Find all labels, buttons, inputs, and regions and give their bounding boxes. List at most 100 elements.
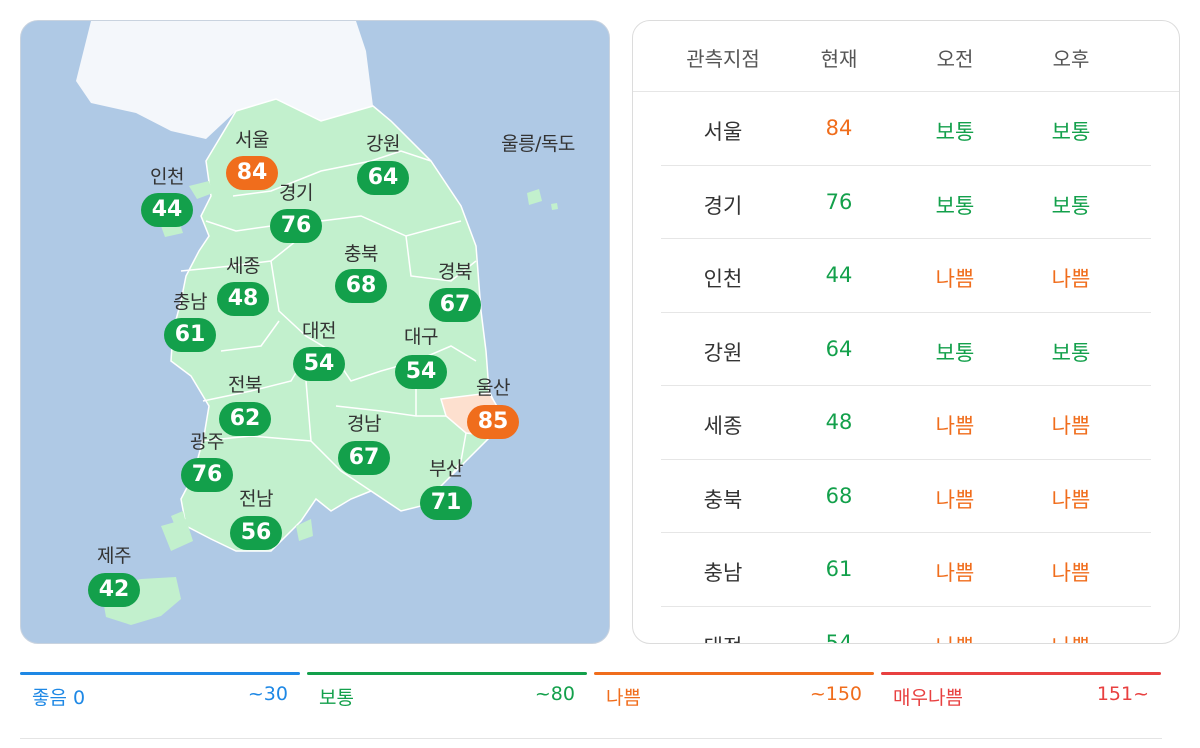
aq-badge-gwangju: 76 xyxy=(181,458,233,492)
table-row[interactable]: 세종 48 나쁨 나쁨 xyxy=(661,386,1151,460)
region-label-busan: 부산 xyxy=(429,458,463,480)
region-label-gwangju: 광주 xyxy=(190,431,224,453)
current-value-cell: 61 xyxy=(825,557,853,581)
am-forecast-cell: 보통 xyxy=(935,193,975,218)
table-row[interactable]: 인천 44 나쁨 나쁨 xyxy=(661,239,1151,313)
pm-forecast-cell: 보통 xyxy=(1051,340,1091,365)
legend-good-bar xyxy=(20,672,300,675)
current-value-cell: 44 xyxy=(825,263,853,287)
aq-badge-gyeongbuk: 67 xyxy=(429,288,481,322)
am-forecast-cell: 보통 xyxy=(935,120,975,144)
current-value-cell: 48 xyxy=(825,410,853,434)
island-region-label: 울릉/독도 xyxy=(501,133,575,155)
column-header-pm: 오후 xyxy=(1052,47,1090,71)
region-label-chungnam: 충남 xyxy=(173,291,207,313)
island-shape xyxy=(296,519,313,541)
legend-bad-bar xyxy=(594,672,874,675)
legend-normal-bar xyxy=(307,672,587,675)
am-forecast-cell: 보통 xyxy=(935,340,975,365)
current-value-cell: 54 xyxy=(825,630,853,644)
pm-forecast-cell: 나쁨 xyxy=(1051,414,1091,438)
station-cell: 인천 xyxy=(703,267,743,291)
pm-forecast-cell: 나쁨 xyxy=(1051,561,1091,585)
region-label-gyeongnam: 경남 xyxy=(347,413,381,435)
region-label-gyeonggi: 경기 xyxy=(279,182,313,204)
table-header: 관측지점 현재 오전 오후 xyxy=(633,21,1179,92)
region-label-daejeon: 대전 xyxy=(302,320,336,342)
dokdo-island-shape xyxy=(551,203,558,210)
column-header-station: 관측지점 xyxy=(686,47,760,71)
table-body[interactable]: 서울 84 보통 보통 경기 76 보통 보통 인천 44 나쁨 나쁨 강원 64 보통 보통 세종 48 나쁨 나쁨… xyxy=(661,92,1151,643)
legend-very-bad: 매우나쁨 151~ xyxy=(881,672,1161,712)
aq-badge-ulsan: 85 xyxy=(467,405,519,439)
column-header-am: 오전 xyxy=(936,47,974,71)
legend-very-bad-label: 매우나쁨 xyxy=(893,687,963,709)
legend-bad-label: 나쁨 xyxy=(606,687,641,709)
pm-forecast-cell: 보통 xyxy=(1051,193,1091,218)
am-forecast-cell: 나쁨 xyxy=(935,487,975,512)
station-cell: 경기 xyxy=(703,193,743,218)
aq-badge-chungnam: 61 xyxy=(164,318,216,352)
table-row[interactable]: 서울 84 보통 보통 xyxy=(661,92,1151,166)
current-value-cell: 68 xyxy=(825,483,853,508)
korea-map-shape xyxy=(76,21,558,625)
station-table: 관측지점 현재 오전 오후 서울 84 보통 보통 경기 76 보통 보통 인천 44 나쁨 나쁨 강원… xyxy=(632,20,1180,644)
region-label-jeonnam: 전남 xyxy=(239,488,273,510)
table-row[interactable]: 충남 61 나쁨 나쁨 xyxy=(661,533,1151,607)
current-value-cell: 84 xyxy=(825,116,853,140)
aq-legend: 좋음 0 ~30 보통 ~80 나쁨 ~150 매우나쁨 151~ xyxy=(20,672,1162,712)
pm-forecast-cell: 보통 xyxy=(1051,120,1091,144)
region-label-seoul: 서울 xyxy=(235,129,269,151)
island-shape xyxy=(171,511,186,526)
island-shape xyxy=(393,476,419,509)
legend-bad-max: ~150 xyxy=(809,683,862,705)
station-cell: 충남 xyxy=(703,561,743,585)
ulleung-island-shape xyxy=(527,189,542,205)
aq-badge-gangwon: 64 xyxy=(357,161,409,195)
pm-forecast-cell: 나쁨 xyxy=(1051,487,1091,512)
station-cell: 대전 xyxy=(663,631,783,644)
legend-good-max: ~30 xyxy=(247,683,288,705)
legend-very-bad-bar xyxy=(881,672,1161,675)
table-row[interactable]: 강원 64 보통 보통 xyxy=(661,313,1151,386)
station-cell: 강원 xyxy=(703,340,743,365)
legend-normal-max: ~80 xyxy=(534,683,575,705)
aq-badge-daegu: 54 xyxy=(395,355,447,389)
region-label-chungbuk: 충북 xyxy=(344,243,378,265)
am-forecast-cell: 나쁨 xyxy=(935,414,975,438)
legend-normal-label: 보통 xyxy=(319,687,354,709)
aq-badge-sejong: 48 xyxy=(217,282,269,316)
region-label-jeju: 제주 xyxy=(97,545,131,567)
region-label-gangwon: 강원 xyxy=(366,133,400,155)
legend-good: 좋음 0 ~30 xyxy=(20,672,300,712)
region-label-gyeongbuk: 경북 xyxy=(438,261,472,283)
legend-good-label: 좋음 0 xyxy=(32,687,86,709)
current-value-cell: 64 xyxy=(825,336,853,361)
table-row[interactable]: 충북 68 나쁨 나쁨 xyxy=(661,460,1151,533)
aq-badge-gyeonggi: 76 xyxy=(270,209,322,243)
column-header-current: 현재 xyxy=(820,47,858,71)
region-label-sejong: 세종 xyxy=(226,255,260,277)
air-quality-map: 울릉/독도 서울 84 인천 44 강원 64 경기 76 세종 48 충북 6… xyxy=(20,20,610,644)
station-cell: 충북 xyxy=(703,487,743,512)
bottom-divider xyxy=(20,738,1162,739)
aq-badge-jeonnam: 56 xyxy=(230,516,282,550)
legend-normal: 보통 ~80 xyxy=(307,672,587,712)
region-label-daegu: 대구 xyxy=(404,326,438,348)
aq-badge-seoul: 84 xyxy=(226,156,278,190)
table-row[interactable]: 경기 76 보통 보통 xyxy=(661,166,1151,239)
aq-badge-gyeongnam: 67 xyxy=(338,441,390,475)
region-label-jeonbuk: 전북 xyxy=(228,374,262,396)
am-forecast-cell: 나쁨 xyxy=(935,561,975,585)
pm-forecast-cell: 나쁨 xyxy=(1011,631,1131,644)
aq-badge-jeju: 42 xyxy=(88,573,140,607)
am-forecast-cell: 나쁨 xyxy=(895,631,1015,644)
current-value-cell: 76 xyxy=(825,189,853,214)
aq-badge-jeonbuk: 62 xyxy=(219,402,271,436)
island-shape xyxy=(161,519,193,551)
aq-badge-incheon: 44 xyxy=(141,193,193,227)
island-shape xyxy=(189,181,213,199)
aq-badge-busan: 71 xyxy=(420,486,472,520)
pm-forecast-cell: 나쁨 xyxy=(1051,267,1091,291)
